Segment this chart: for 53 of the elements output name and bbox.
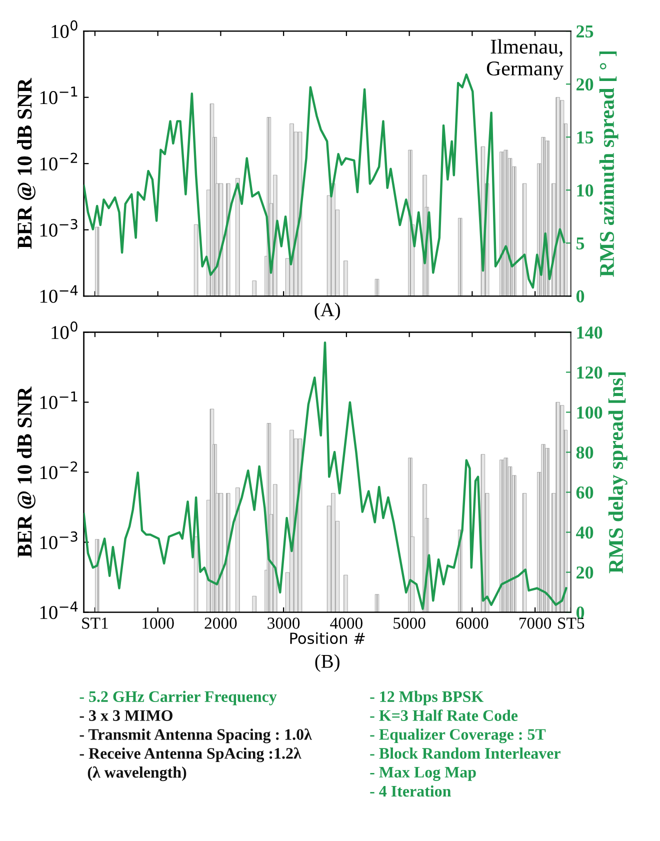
y2-tick-label: 40 (576, 526, 594, 539)
y2-axis-title: RMS azimuth spread [ ° ] (599, 51, 618, 277)
y2-tick-label: 60 (576, 486, 594, 499)
text: - Equalizer Coverage : 5T (370, 728, 546, 744)
y2-tick-label: 0 (576, 606, 584, 619)
text: - 3 x 3 MIMO (80, 710, 172, 721)
x-tick-label: 5000 (394, 618, 426, 629)
x-tick-label: 3000 (268, 618, 300, 629)
y2-tick-label: 140 (577, 326, 602, 339)
y2-tick-label: 10 (577, 184, 594, 197)
text: - Max Log Map (370, 766, 476, 781)
x-tick-label: ST5 (558, 618, 584, 629)
y-tick-label: 10$^{−3}$ (40, 531, 78, 550)
y-tick-label: 10$^{−2}$ (40, 152, 78, 170)
text: - Block Random Interleaver (370, 748, 560, 759)
y2-tick-label: 80 (576, 446, 594, 459)
y-tick-label: 10$^{0}$ (52, 321, 78, 340)
y-tick-label: 10$^{−1}$ (40, 391, 78, 410)
text: - 4 Iteration (370, 785, 451, 797)
y2-tick-label: 100 (577, 406, 602, 419)
y-axis-title: BER @ 10 dB SNR (17, 386, 36, 558)
x-tick-label: 6000 (456, 618, 488, 629)
y-tick-label: 10$^{−4}$ (40, 602, 78, 620)
annotation: Ilmenau, Germany (486, 39, 564, 80)
y2-tick-label: 20 (576, 566, 594, 579)
x-tick-label: 2000 (204, 618, 237, 629)
y2-tick-label: 0 (576, 290, 584, 302)
y-axis-title: BER @ 10 dB SNR (17, 78, 36, 249)
y2-tick-label: 15 (577, 131, 594, 144)
text: (λ wavelength) (88, 766, 186, 782)
y2-tick-label: 25 (576, 25, 594, 38)
line-series (84, 341, 568, 610)
y-tick-label: 10$^{−1}$ (40, 86, 78, 104)
text: - Receive Antenna SpAcing :1.2λ (80, 747, 302, 762)
text: - 12 Mbps BPSK (370, 690, 484, 706)
x-axis-title: Position # (290, 632, 365, 644)
y2-tick-label: 5 (576, 237, 584, 250)
y-tick-label: 10$^{−2}$ (40, 461, 78, 480)
y-tick-label: 10$^{0}$ (52, 20, 78, 38)
x-tick-label: 1000 (142, 618, 174, 629)
y2-axis-title: RMS delay spread [ns] (608, 372, 628, 574)
text: - Transmit Antenna Spacing : 1.0λ (80, 728, 312, 744)
x-tick-label: 7000 (519, 618, 552, 629)
text: - K=3 Half Rate Code (370, 710, 518, 721)
x-tick-label: 4000 (330, 618, 362, 629)
y-tick-label: 10$^{−4}$ (40, 285, 78, 303)
y2-tick-label: 120 (577, 366, 602, 379)
y2-tick-label: 20 (576, 78, 594, 91)
text: (A) (314, 302, 340, 320)
text: (B) (315, 654, 340, 672)
text: - 5.2 GHz Carrier Frequency (80, 690, 277, 706)
y-tick-label: 10$^{−3}$ (40, 218, 78, 237)
x-tick-label: ST1 (82, 618, 108, 629)
